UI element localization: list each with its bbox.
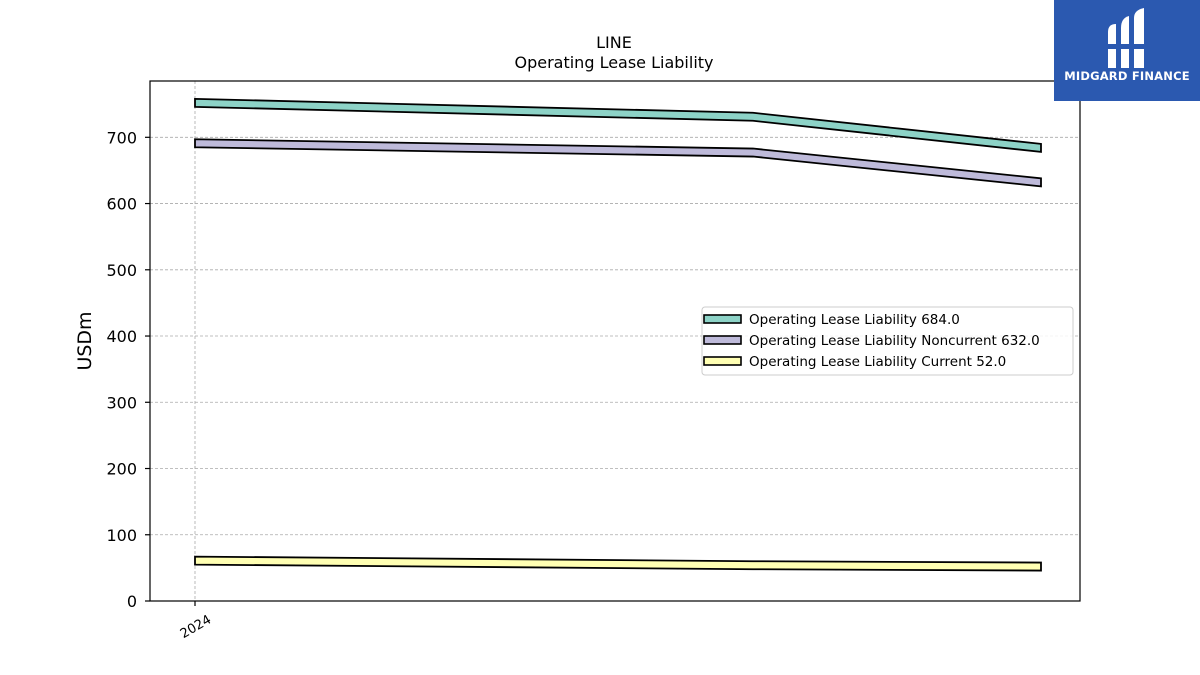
y-tick-label: 300	[106, 393, 137, 412]
logo-mark-icon	[1108, 8, 1144, 68]
y-tick-label: 100	[106, 526, 137, 545]
legend-swatch	[703, 335, 742, 345]
y-tick-label: 500	[106, 261, 137, 280]
legend-swatch	[703, 356, 742, 366]
legend-swatch	[703, 314, 742, 324]
x-axis-ticks: 2024	[178, 601, 214, 642]
chart-subtitle: Operating Lease Liability	[514, 53, 713, 72]
legend: Operating Lease Liability 684.0 Operating…	[701, 306, 1074, 376]
y-tick-label: 0	[127, 592, 137, 611]
logo-text: MIDGARD FINANCE	[1064, 69, 1190, 83]
y-tick-label: 700	[106, 128, 137, 147]
plot-frame	[149, 80, 1081, 602]
y-tick-label: 200	[106, 460, 137, 479]
x-tick-label: 2024	[178, 612, 214, 642]
legend-label: Operating Lease Liability Current 52.0	[749, 354, 1006, 370]
legend-box	[701, 306, 1074, 376]
chart-title: LINE	[596, 33, 632, 52]
series-line-1	[194, 138, 1042, 188]
y-axis-label: USDm	[74, 311, 96, 370]
legend-label: Operating Lease Liability 684.0	[749, 312, 960, 328]
company-logo: MIDGARD FINANCE	[1054, 0, 1200, 101]
legend-label: Operating Lease Liability Noncurrent 632…	[749, 333, 1040, 349]
series-group	[194, 97, 1042, 572]
y-axis-ticks: 0 100 200 300 400 500 600 700	[106, 128, 150, 611]
grid	[150, 81, 1080, 601]
y-tick-label: 400	[106, 327, 137, 346]
y-tick-label: 600	[106, 195, 137, 214]
series-line-0	[194, 97, 1042, 153]
series-line-2	[194, 555, 1042, 572]
